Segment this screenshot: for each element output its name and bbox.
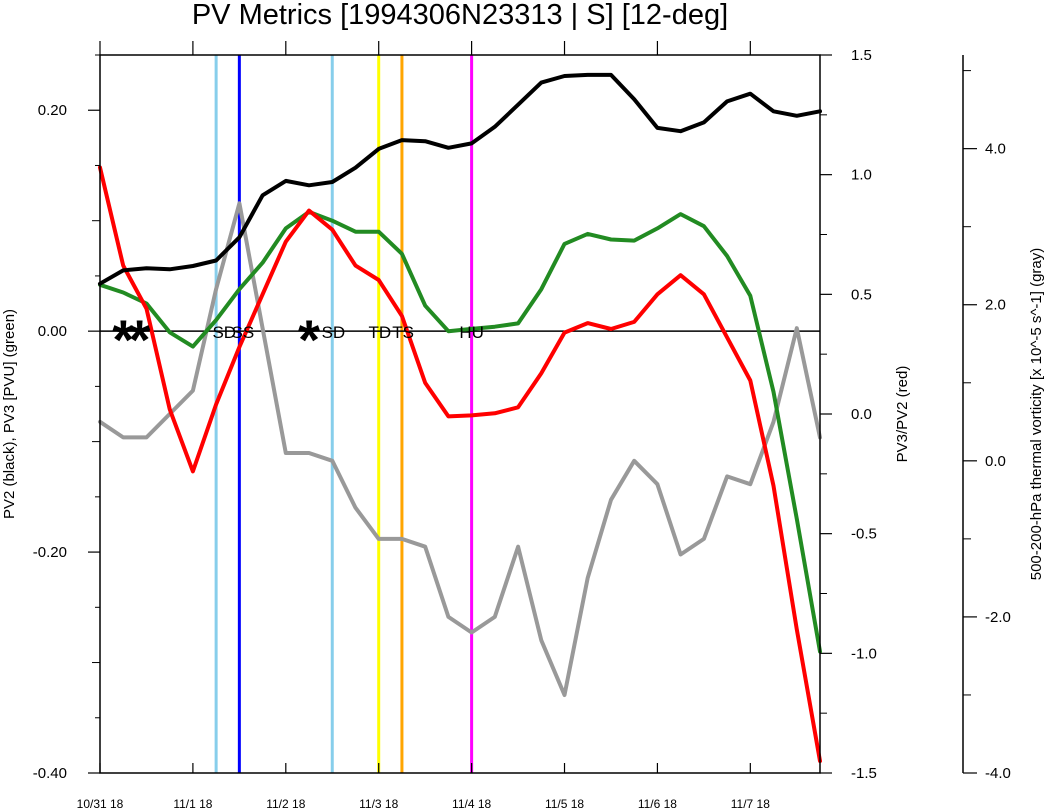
x-tick-label: 10/31 18: [77, 797, 124, 811]
stage-label-5: HU: [459, 323, 484, 342]
stage-label-0: SD: [212, 323, 236, 342]
stage-label-3: TD: [369, 323, 392, 342]
far-right-tick-label: -2.0: [985, 609, 1011, 626]
far-right-tick-label: 4.0: [985, 141, 1006, 158]
right-tick-label: 0.5: [851, 286, 872, 303]
left-tick-label: 0.20: [38, 102, 67, 119]
x-tick-label: 11/1 18: [173, 797, 212, 811]
far-right-tick-label: 0.0: [985, 453, 1006, 470]
axes: 10/31 18 11/1 18 11/2 18 11/3 18 11/4 18 11/5…: [33, 41, 1011, 811]
left-axis-label: PV2 (black), PV3 [PVU] (green): [1, 309, 18, 519]
series-lines: [98, 72, 822, 763]
asterisk-marker-2: *: [298, 308, 320, 371]
stage-lines: [214, 55, 474, 773]
series-line-pv2: [98, 72, 822, 286]
stage-label-2: SD: [322, 323, 346, 342]
right-tick-label: -0.5: [851, 526, 877, 543]
asterisk-marker-0: *: [112, 308, 134, 371]
x-tick-label: 11/6 18: [638, 797, 677, 811]
left-tick-label: -0.20: [33, 544, 67, 561]
x-tick-label: 11/4 18: [452, 797, 491, 811]
series-line-pv3: [98, 209, 822, 654]
asterisk-marker-1: *: [129, 308, 151, 371]
far-right-tick-label: -4.0: [985, 765, 1011, 782]
right-tick-label: -1.0: [851, 645, 877, 662]
x-tick-label: 11/3 18: [359, 797, 398, 811]
left-tick-label: -0.40: [33, 765, 67, 782]
series-line-thermal-vorticity: [98, 201, 822, 697]
x-tick-label: 11/5 18: [545, 797, 584, 811]
right-tick-label: 0.0: [851, 406, 872, 423]
right-tick-label: -1.5: [851, 765, 877, 782]
x-tick-label: 11/2 18: [266, 797, 305, 811]
right-tick-label: 1.0: [851, 167, 872, 184]
x-tick-label: 11/7 18: [731, 797, 770, 811]
left-tick-label: 0.00: [38, 323, 67, 340]
far-right-tick-label: 2.0: [985, 297, 1006, 314]
stage-label-1: SS: [231, 323, 254, 342]
far-right-axis-label: 500-200-hPa thermal vorticity [x 10^-5 s…: [1028, 248, 1045, 581]
right-tick-label: 1.5: [851, 47, 872, 64]
series-line-pv3-pv2: [98, 165, 822, 763]
right-axis-label: PV3/PV2 (red): [894, 366, 911, 463]
chart-title: PV Metrics [1994306N23313 | S] [12-deg]: [192, 0, 728, 31]
stage-label-4: TS: [392, 323, 414, 342]
